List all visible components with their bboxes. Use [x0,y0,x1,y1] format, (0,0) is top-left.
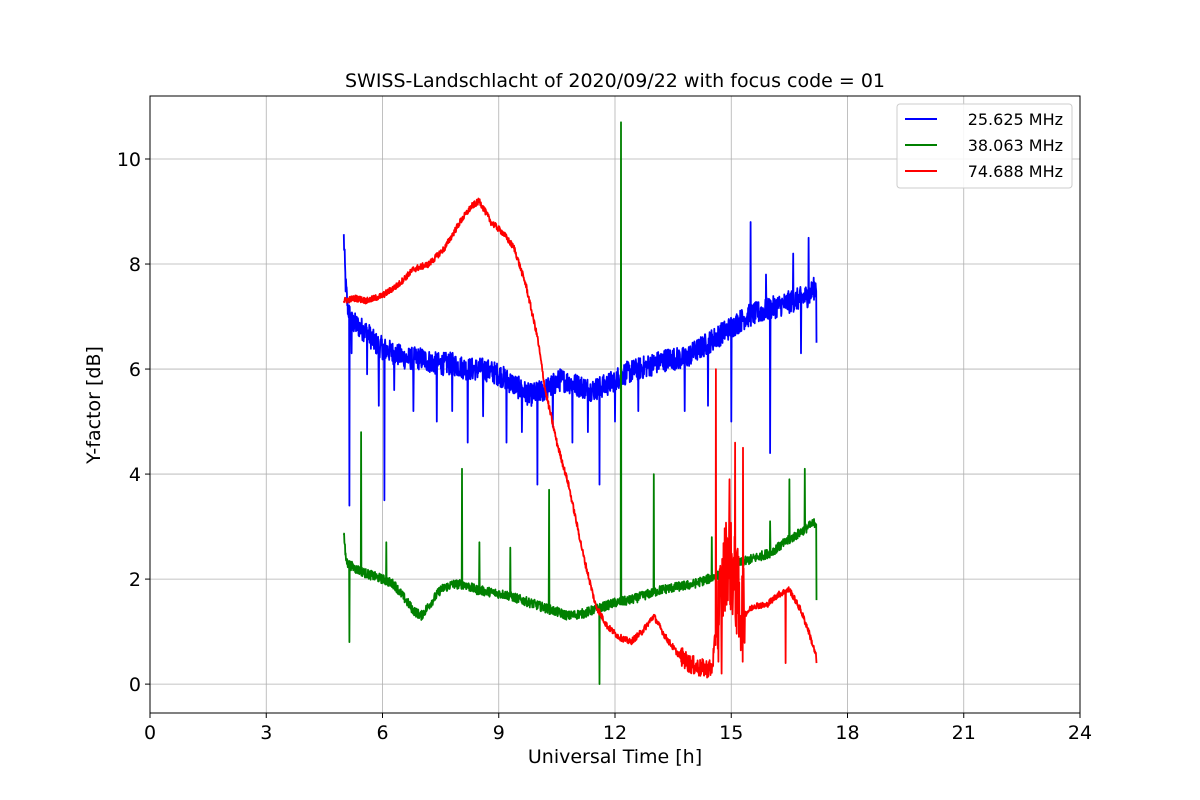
legend-label: 38.063 MHz [968,136,1063,155]
legend: 25.625 MHz 38.063 MHz 74.688 MHz [896,103,1073,189]
y-tick-label: 10 [117,149,141,171]
series-layer [342,121,818,685]
x-tick-label: 15 [719,722,743,744]
x-tick-label: 9 [493,722,505,744]
y-tick-label: 6 [129,359,141,381]
x-tick-label: 3 [260,722,272,744]
series-line-3 [342,197,818,679]
x-tick-label: 12 [603,722,627,744]
legend-label: 74.688 MHz [968,162,1063,181]
y-tick-label: 8 [129,254,141,276]
y-tick-label: 0 [129,674,141,696]
legend-box [896,103,1073,189]
series-line-1 [342,221,818,507]
x-tick-label: 21 [952,722,976,744]
legend-label: 25.625 MHz [968,110,1063,129]
y-axis-title: Y-factor [dB] [83,346,105,465]
y-tick-label: 2 [129,569,141,591]
x-axis-title: Universal Time [h] [528,746,702,768]
chart-title: SWISS-Landschlacht of 2020/09/22 with fo… [345,70,885,92]
x-tick-label: 0 [144,722,156,744]
x-tick-label: 24 [1068,722,1092,744]
x-tick-label: 18 [835,722,859,744]
x-tick-label: 6 [376,722,388,744]
y-tick-label: 4 [129,464,141,486]
